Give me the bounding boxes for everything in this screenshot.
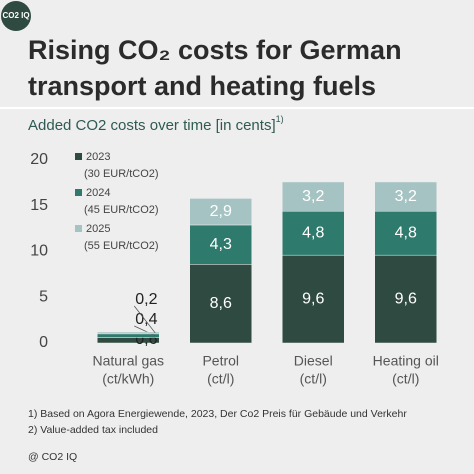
value-label: 2,9: [210, 203, 232, 220]
footnote: 1) Based on Agora Energiewende, 2023, De…: [28, 408, 407, 420]
bar-segment: [189, 264, 252, 344]
x-tick-unit: (ct/kWh): [102, 371, 154, 387]
value-label: 9,6: [395, 290, 417, 307]
bar-segment: [97, 333, 160, 338]
x-tick-unit: (ct/l): [207, 371, 234, 387]
legend-label: 2024: [86, 187, 110, 199]
value-label: 8,6: [210, 295, 232, 312]
legend-note: (55 EUR/tCO2): [84, 240, 159, 252]
bar-segment: [97, 331, 160, 335]
bar-segment: [374, 210, 437, 256]
x-tick-label: Petrol: [202, 353, 239, 369]
bar-segment: [282, 210, 345, 256]
leader-line: [133, 305, 156, 334]
legend-swatch: [75, 189, 82, 196]
y-tick-label: 20: [30, 151, 48, 168]
chart-title: Rising CO₂ costs for German: [28, 35, 402, 65]
y-tick-label: 10: [30, 243, 48, 260]
legend-label: 2025: [86, 223, 110, 235]
x-tick-unit: (ct/l): [392, 371, 419, 387]
x-tick-label: Natural gas: [92, 353, 164, 369]
x-tick-label: Diesel: [294, 353, 333, 369]
value-label: 0,4: [135, 311, 157, 328]
legend-swatch: [75, 225, 82, 232]
legend-label: 2023: [86, 151, 110, 163]
value-label: 9,6: [302, 290, 324, 307]
bar-segment: [282, 254, 345, 344]
bar-segment: [189, 198, 252, 226]
bar-segment: [189, 224, 252, 265]
value-label: 3,2: [302, 188, 324, 205]
value-label: 4,8: [395, 224, 417, 241]
bar-segment: [282, 181, 345, 212]
x-tick-unit: (ct/l): [300, 371, 327, 387]
subtitle: Added CO2 costs over time [in cents]1): [28, 114, 284, 134]
value-label: 4,8: [302, 224, 324, 241]
chart-title: transport and heating fuels: [28, 71, 376, 101]
logo-badge: [1, 1, 31, 31]
value-label: 3,2: [395, 188, 417, 205]
y-tick-label: 0: [39, 334, 48, 351]
value-label: 0,2: [135, 291, 157, 308]
legend-swatch: [75, 153, 82, 160]
logo: CO2 IQ: [2, 11, 29, 20]
footnote: 2) Value-added tax included: [28, 424, 158, 436]
value-label: 4,3: [210, 236, 232, 253]
source: @ CO2 IQ: [28, 451, 77, 463]
y-tick-label: 15: [30, 197, 48, 214]
legend-note: (30 EUR/tCO2): [84, 168, 159, 180]
y-tick-label: 5: [39, 288, 48, 305]
bar-segment: [374, 181, 437, 212]
x-tick-label: Heating oil: [373, 353, 439, 369]
legend-note: (45 EUR/tCO2): [84, 204, 159, 216]
